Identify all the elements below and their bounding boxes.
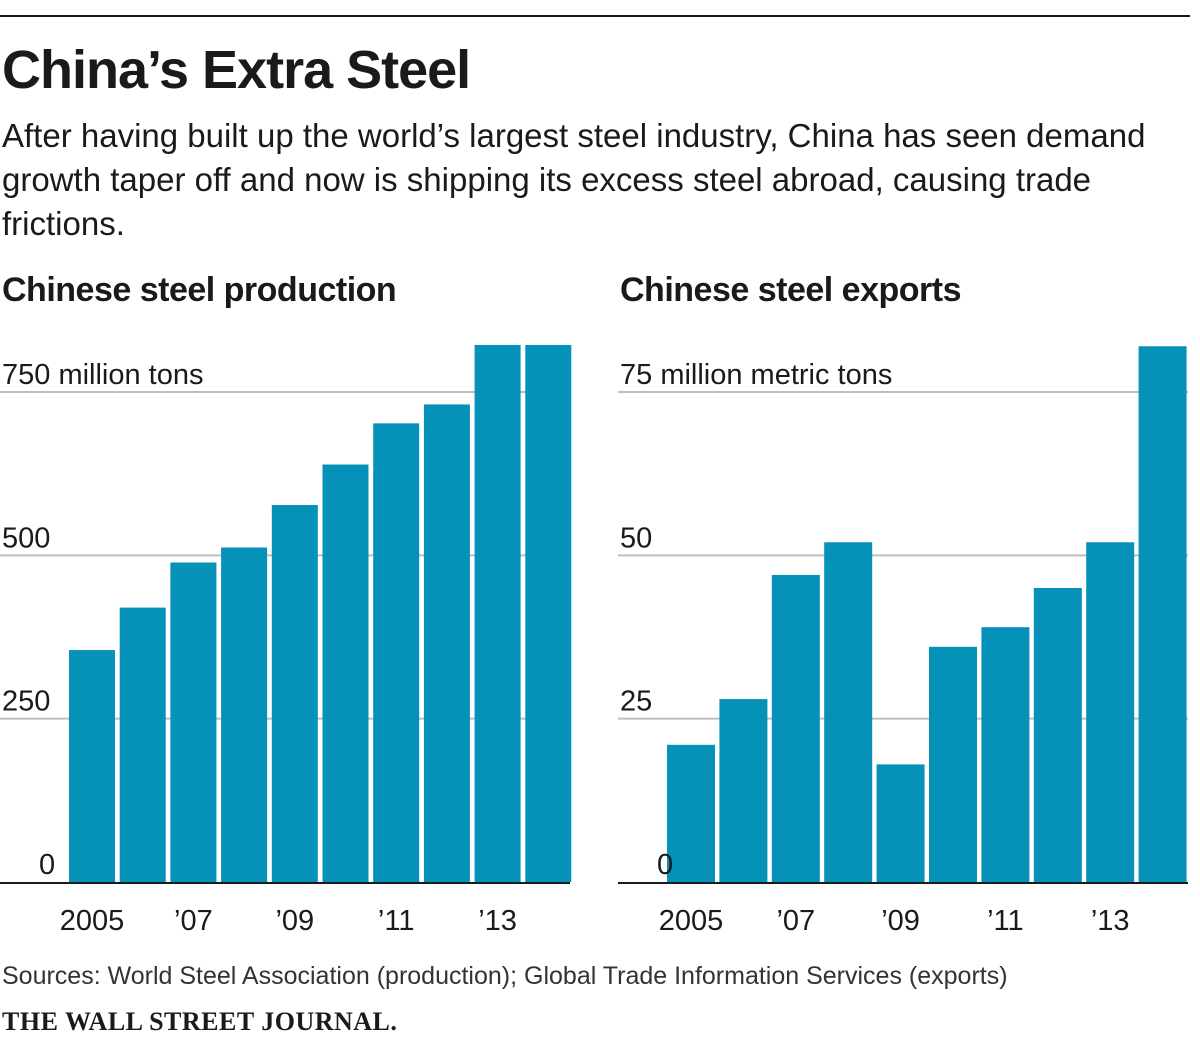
chart-title: China’s Extra Steel <box>2 40 471 100</box>
exports-panel-title: Chinese steel exports <box>620 271 961 309</box>
exports-bar-2012 <box>1033 588 1082 882</box>
exports-bar-2006 <box>719 699 768 882</box>
exports-y-tick-label: 0 <box>657 849 673 881</box>
exports-y-tick-label: 25 <box>620 686 652 718</box>
exports-bar-2010 <box>929 646 977 882</box>
production-x-tick-label: ’09 <box>275 905 314 937</box>
production-bar-2011 <box>373 423 420 882</box>
production-bar-2006 <box>119 607 166 882</box>
exports-x-tick-label: ’13 <box>1091 905 1130 937</box>
production-x-tick-label: ’13 <box>478 905 517 937</box>
exports-x-tick-label: ’11 <box>987 905 1024 937</box>
exports-x-tick-label: 2005 <box>659 905 724 937</box>
production-y-tick-label: 500 <box>2 522 50 554</box>
exports-x-tick-label: ’07 <box>776 905 815 937</box>
production-bar-2013 <box>474 344 521 883</box>
exports-bar-2011 <box>981 627 1030 882</box>
production-bar-2010 <box>322 464 369 882</box>
exports-y-tick-label: 50 <box>620 522 652 554</box>
bar-charts: 0 250 500 750 million tons 2005 ’07 ’09 ’11 ’13 0… <box>0 344 1188 937</box>
production-bar-2014 <box>525 344 572 883</box>
production-y-tick-label: 0 <box>39 849 55 881</box>
production-bar-2012 <box>423 404 470 882</box>
production-x-tick-label: ’11 <box>378 905 415 937</box>
production-y-tick-label: 750 million tons <box>2 359 204 391</box>
top-rule <box>0 15 1190 17</box>
production-y-tick-label: 250 <box>2 686 50 718</box>
exports-bar-2009 <box>876 764 925 882</box>
source-note: Sources: World Steel Association (produc… <box>2 962 1008 990</box>
production-x-tick-label: 2005 <box>60 905 125 937</box>
exports-bar-2014 <box>1138 346 1187 882</box>
exports-bar-2013 <box>1086 542 1135 882</box>
production-x-tick-label: ’07 <box>174 905 213 937</box>
production-bar-2005 <box>69 650 115 882</box>
exports-bar-2007 <box>771 574 820 882</box>
exports-bar-2005 <box>667 744 715 882</box>
chart-subtitle: After having built up the world’s larges… <box>2 117 1146 242</box>
exports-y-tick-label: 75 million metric tons <box>620 359 892 391</box>
production-bar-2009 <box>271 505 318 882</box>
production-bar-2007 <box>170 562 217 882</box>
exports-x-tick-label: ’09 <box>881 905 920 937</box>
exports-bar-2008 <box>824 542 873 882</box>
publisher-logo: THE WALL STREET JOURNAL. <box>2 1007 398 1036</box>
production-panel-title: Chinese steel production <box>2 271 397 309</box>
production-bar-2008 <box>221 547 268 882</box>
